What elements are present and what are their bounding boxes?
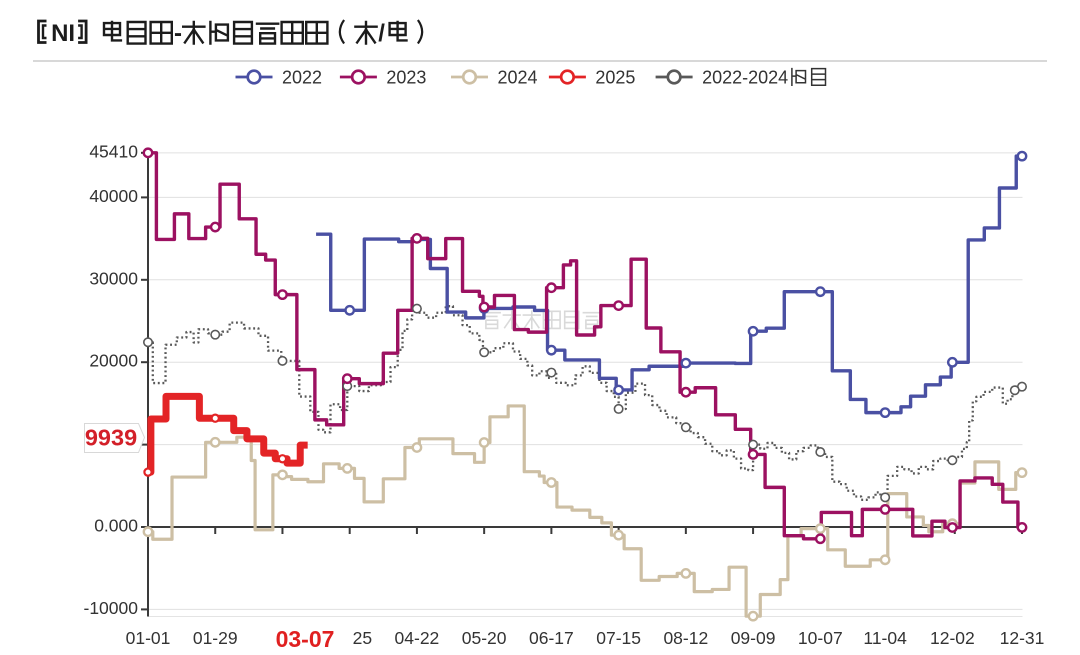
svg-text:07-15: 07-15 [596,628,641,648]
svg-text:45410: 45410 [89,141,138,161]
svg-text:-: - [174,20,182,47]
svg-text:2025: 2025 [595,67,635,87]
svg-text:20000: 20000 [89,351,138,371]
svg-text:40000: 40000 [89,186,138,206]
svg-text:05-20: 05-20 [462,628,507,648]
svg-text:10-07: 10-07 [798,628,843,648]
svg-text:-10000: -10000 [84,598,139,618]
svg-text:NI: NI [51,20,75,47]
svg-text:/: / [378,20,385,47]
svg-text:30000: 30000 [89,268,138,288]
svg-text:2022-2024: 2022-2024 [702,67,788,87]
svg-text:9939: 9939 [85,425,137,451]
svg-text:03-07: 03-07 [276,626,335,652]
svg-text:2022: 2022 [282,67,322,87]
svg-text:2023: 2023 [386,67,426,87]
svg-text:2024: 2024 [498,67,538,87]
svg-text:01-01: 01-01 [126,628,171,648]
svg-text:11-04: 11-04 [863,628,907,648]
svg-text:04-22: 04-22 [395,628,440,648]
svg-text:01-29: 01-29 [193,628,238,648]
svg-text:08-12: 08-12 [663,628,708,648]
svg-text:0.000: 0.000 [94,516,138,536]
svg-text:09-09: 09-09 [731,628,776,648]
svg-text:06-17: 06-17 [529,628,574,648]
svg-text:12-31: 12-31 [1000,628,1045,648]
svg-text:12-02: 12-02 [930,628,975,648]
